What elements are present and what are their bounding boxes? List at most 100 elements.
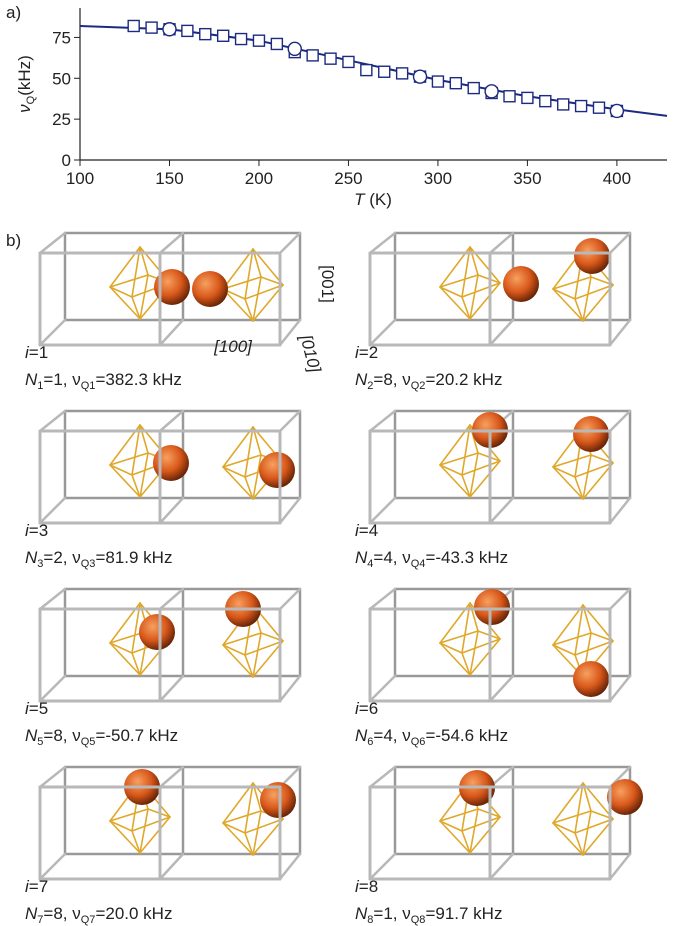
octahedron-edge — [583, 811, 591, 855]
y-label-unit: (kHz) — [15, 55, 34, 96]
octahedron-edge — [470, 275, 478, 319]
square-marker — [450, 78, 461, 89]
square-marker — [593, 102, 604, 113]
ion — [153, 445, 189, 481]
octahedron-edge — [253, 811, 261, 855]
octahedron-edge — [553, 823, 583, 855]
caption-part: Q1 — [81, 380, 96, 392]
configuration: i=8 N8=1, νQ8=91.7 kHz — [355, 767, 643, 926]
frame-edge — [490, 676, 513, 701]
octahedron-edge — [553, 811, 591, 823]
caption: N8=1, νQ8=91.7 kHz — [355, 904, 502, 926]
octahedron-edge — [575, 783, 583, 833]
frame-edge — [280, 676, 300, 701]
octahedron-edge — [470, 631, 478, 675]
configuration: i=4 N4=4, νQ4=-43.3 kHz — [355, 411, 630, 570]
square-marker — [200, 29, 211, 40]
frame-edge — [370, 854, 395, 879]
octahedron-edge — [583, 277, 591, 321]
square-marker — [182, 25, 193, 36]
square-marker — [253, 35, 264, 46]
index-value: =3 — [29, 521, 48, 540]
frame-edge — [610, 320, 630, 345]
octahedron-edge — [110, 643, 140, 675]
index-label: i=4 — [355, 521, 378, 540]
circle-marker — [485, 85, 498, 98]
octahedron-edge — [553, 467, 583, 499]
index-label: i=8 — [355, 877, 378, 896]
frame-edge — [280, 498, 300, 523]
frame-edge — [370, 411, 395, 431]
configuration: i=5N5=8, νQ5=-50.7 kHz — [25, 589, 300, 748]
octahedron-edge — [253, 277, 261, 321]
square-marker — [361, 65, 372, 76]
octahedron-edge — [245, 783, 253, 833]
caption: N6=4, νQ6=-54.6 kHz — [355, 726, 508, 748]
caption: N7=8, νQ7=20.0 kHz — [25, 904, 172, 926]
direction-label: [010] — [296, 332, 325, 376]
caption-part: =81.9 kHz — [95, 548, 172, 567]
octahedron-edge — [553, 277, 591, 289]
caption-part: N — [355, 548, 368, 567]
octahedron-edge — [110, 287, 132, 297]
caption-part: =8, ν — [43, 726, 80, 745]
octahedron-edge — [110, 465, 140, 497]
index-value: =4 — [359, 521, 378, 540]
square-marker — [432, 76, 443, 87]
configuration: i=6N6=4, νQ6=-54.6 kHz — [355, 589, 630, 748]
octahedron-edge — [440, 643, 470, 675]
frame-edge — [40, 411, 65, 431]
square-marker — [271, 38, 282, 49]
octahedron-edge — [553, 289, 575, 299]
octahedron-edge — [223, 277, 261, 289]
octahedron-edge — [223, 823, 253, 855]
frame-edge — [280, 854, 300, 879]
frame-edge — [40, 854, 65, 879]
index-value: =2 — [359, 343, 378, 362]
square-marker — [504, 91, 515, 102]
square-marker — [236, 34, 247, 45]
square-marker — [218, 30, 229, 41]
panel-label: a) — [6, 3, 21, 22]
ion — [139, 614, 175, 650]
octahedron-edge — [440, 809, 478, 821]
octahedron-edge — [223, 467, 245, 477]
ion — [574, 238, 610, 274]
octahedron-edge — [440, 453, 478, 465]
octahedron-edge — [110, 643, 132, 653]
x-tick-label: 300 — [424, 169, 452, 188]
circle-marker — [288, 42, 301, 55]
index-label: i=5 — [25, 699, 48, 718]
index-label: i=7 — [25, 877, 48, 896]
octahedron-edge — [140, 453, 148, 497]
index-label: i=3 — [25, 521, 48, 540]
caption: N3=2, νQ3=81.9 kHz — [25, 548, 172, 570]
caption-part: Q5 — [81, 736, 96, 748]
octahedron-edge — [470, 453, 478, 497]
frame-edge — [370, 676, 395, 701]
caption-part: =1, ν — [43, 370, 80, 389]
circle-marker — [610, 104, 623, 117]
direction-label: [001] — [318, 265, 337, 303]
octahedron-edge — [440, 465, 462, 475]
octahedron-edge — [253, 633, 261, 677]
caption: N2=8, νQ2=20.2 kHz — [355, 370, 502, 392]
ion — [259, 452, 295, 488]
caption-part: Q6 — [411, 736, 426, 748]
index-value: =7 — [29, 877, 48, 896]
panel-label: b) — [6, 231, 21, 250]
frame-edge — [160, 320, 183, 345]
configuration: i=3 N3=2, νQ3=81.9 kHz — [25, 411, 300, 570]
x-tick-label: 200 — [245, 169, 273, 188]
frame-edge — [370, 589, 395, 609]
frame-edge — [160, 854, 183, 879]
octahedron-edge — [553, 823, 575, 833]
caption-part: Q4 — [411, 558, 426, 570]
configuration: i=1N1=1, νQ1=382.3 kHz — [25, 233, 300, 392]
caption-part: =1, ν — [373, 904, 410, 923]
x-tick-label: 400 — [603, 169, 631, 188]
octahedron-edge — [440, 465, 470, 497]
octahedron-edge — [223, 249, 253, 289]
caption: N4=4, νQ4=-43.3 kHz — [355, 548, 508, 570]
octahedron-edge — [110, 809, 148, 821]
